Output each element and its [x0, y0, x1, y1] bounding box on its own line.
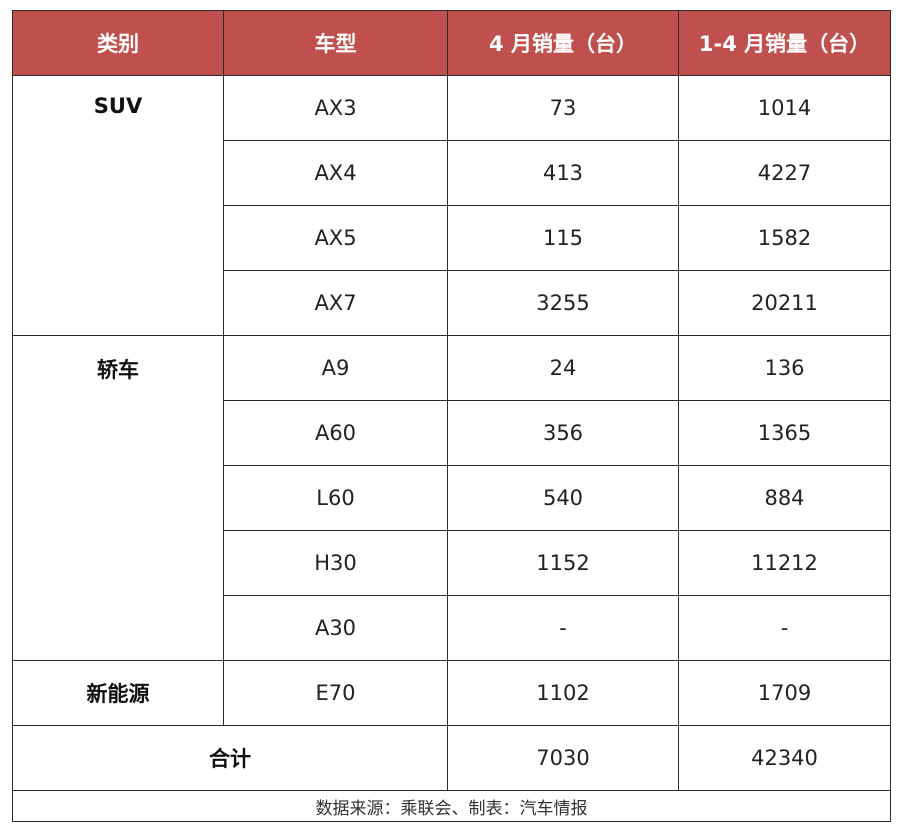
table-row: L60 540 884	[13, 465, 891, 531]
ytd-sales-cell: 20211	[678, 270, 891, 336]
table-row: 轿车 A9 24 136	[12, 335, 891, 661]
april-sales-cell: 3255	[447, 270, 679, 336]
model-cell: A60	[223, 400, 448, 466]
ytd-sales-cell: -	[678, 595, 891, 661]
header-category: 类别	[12, 10, 224, 76]
model-cell: AX4	[223, 140, 448, 206]
model-cell: E70	[223, 660, 448, 726]
ytd-sales-cell: 1582	[678, 205, 891, 271]
ytd-sales-cell: 884	[678, 465, 891, 531]
ytd-sales-cell: 11212	[678, 530, 891, 596]
header-ytd-sales: 1-4 月销量（台）	[678, 10, 891, 76]
header-model: 车型	[223, 10, 448, 76]
model-cell: AX7	[223, 270, 448, 336]
total-ytd-sales: 42340	[678, 725, 891, 791]
table-row: 新能源 E70 1102 1709	[12, 660, 891, 726]
april-sales-cell: 115	[447, 205, 679, 271]
ytd-sales-cell: 1014	[678, 75, 891, 141]
category-cell-new-energy: 新能源	[12, 660, 224, 726]
total-label: 合计	[12, 725, 448, 791]
sales-table: 类别 车型 4 月销量（台） 1-4 月销量（台） SUV AX3 73 101…	[12, 10, 891, 822]
header-april-sales: 4 月销量（台）	[447, 10, 679, 76]
ytd-sales-cell: 1709	[678, 660, 891, 726]
april-sales-cell: 356	[447, 400, 679, 466]
ytd-sales-cell: 1365	[678, 400, 891, 466]
april-sales-cell: 413	[447, 140, 679, 206]
model-cell: AX3	[223, 75, 448, 141]
april-sales-cell: 1102	[447, 660, 679, 726]
model-cell: H30	[223, 530, 448, 596]
source-footnote: 数据来源：乘联会、制表：汽车情报	[12, 790, 891, 822]
category-cell-suv: SUV	[12, 75, 224, 336]
model-cell: A9	[223, 335, 448, 401]
table-row: A30 - -	[13, 595, 891, 661]
april-sales-cell: -	[447, 595, 679, 661]
model-cell: L60	[223, 465, 448, 531]
total-row: 合计 7030 42340	[12, 725, 891, 791]
category-cell-sedan: 轿车	[12, 335, 224, 661]
model-cell: AX5	[223, 205, 448, 271]
table-row: H30 1152 11212	[13, 530, 891, 596]
total-april-sales: 7030	[447, 725, 679, 791]
header-row: 类别 车型 4 月销量（台） 1-4 月销量（台）	[12, 10, 891, 76]
footnote-row: 数据来源：乘联会、制表：汽车情报	[12, 790, 891, 822]
ytd-sales-cell: 136	[678, 335, 891, 401]
april-sales-cell: 1152	[447, 530, 679, 596]
ytd-sales-cell: 4227	[678, 140, 891, 206]
table-row: SUV AX3 73 1014	[12, 75, 891, 336]
april-sales-cell: 24	[447, 335, 679, 401]
model-cell: A30	[223, 595, 448, 661]
table-row: AX4 413 4227	[13, 140, 891, 206]
table-row: A60 356 1365	[13, 400, 891, 466]
april-sales-cell: 73	[447, 75, 679, 141]
april-sales-cell: 540	[447, 465, 679, 531]
